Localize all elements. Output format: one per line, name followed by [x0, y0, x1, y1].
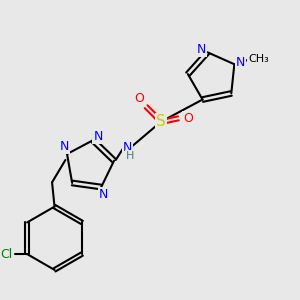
Text: N: N	[93, 130, 103, 143]
Text: O: O	[134, 92, 144, 105]
Text: S: S	[156, 114, 166, 129]
Text: CH₃: CH₃	[248, 54, 269, 64]
Text: Cl: Cl	[0, 248, 12, 261]
Text: N: N	[60, 140, 69, 153]
Text: N: N	[99, 188, 109, 201]
Text: H: H	[126, 151, 135, 161]
Text: N: N	[197, 43, 206, 56]
Text: N: N	[236, 56, 245, 69]
Text: N: N	[123, 141, 133, 154]
Text: O: O	[183, 112, 193, 125]
